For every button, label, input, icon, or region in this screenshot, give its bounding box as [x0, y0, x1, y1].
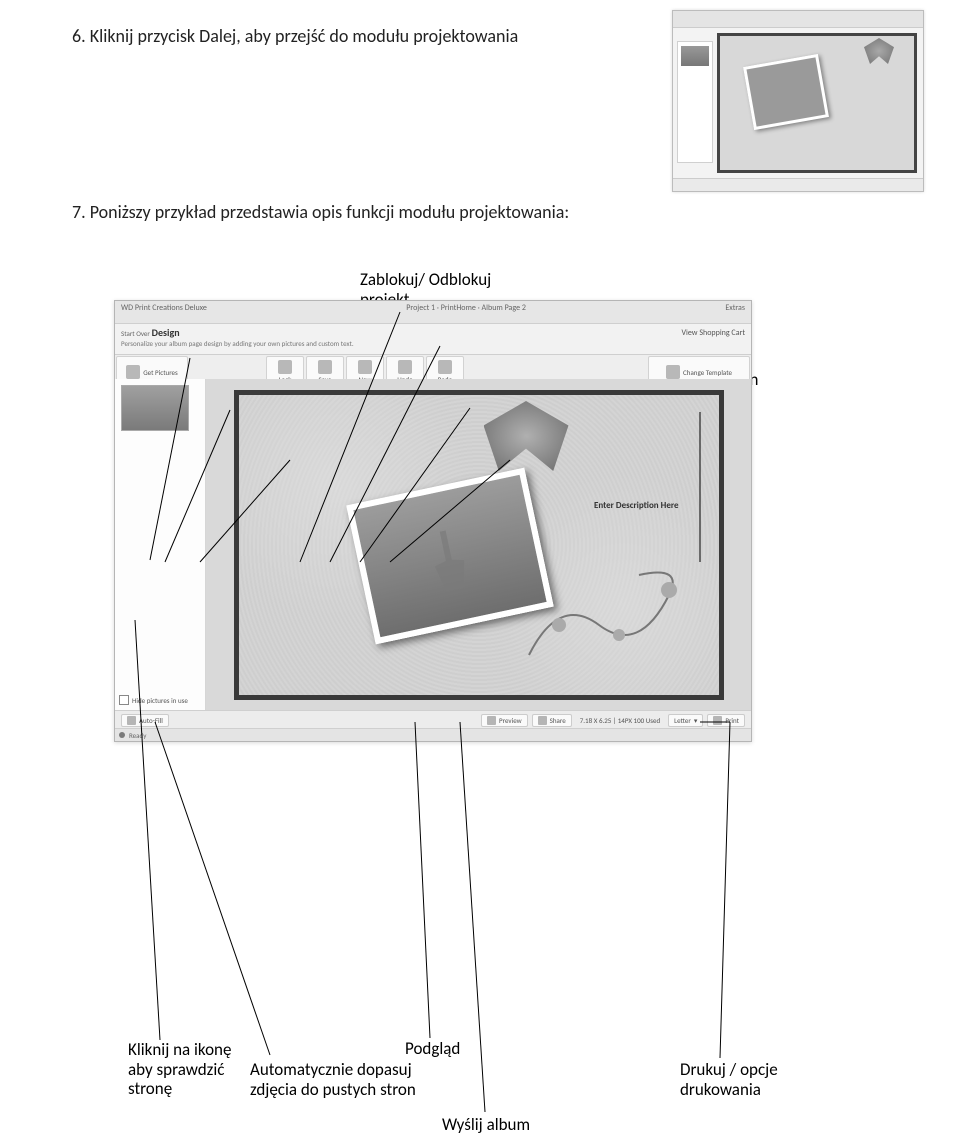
- thumbnail-canvas: [717, 33, 917, 173]
- thumbnail-window: [672, 10, 924, 192]
- share-label: Share: [550, 716, 566, 725]
- app-bottombar: Auto-Fill Preview Share 7.18 X 6.25 | 14…: [115, 710, 751, 729]
- album-page[interactable]: Enter Description Here: [234, 390, 724, 700]
- app-canvas: Enter Description Here: [206, 379, 751, 711]
- share-button[interactable]: Share: [532, 714, 572, 727]
- hide-pictures-checkbox[interactable]: Hide pictures in use: [119, 695, 188, 705]
- label-preview: Podgląd: [405, 1038, 460, 1059]
- step6-text: 6. Kliknij przycisk Dalej, aby przejść d…: [72, 24, 632, 48]
- thumbnail-bottombar: [673, 178, 923, 191]
- status-dot-icon: [119, 732, 125, 738]
- app-titlebar: WD Print Creations Deluxe Project 1 · Pr…: [115, 301, 751, 324]
- save-icon: [318, 360, 332, 374]
- lock-icon: [278, 360, 292, 374]
- redo-icon: [438, 360, 452, 374]
- app-title-left: WD Print Creations Deluxe: [121, 303, 207, 321]
- thumbnail-titlebar: [673, 11, 923, 28]
- change-template-label: Change Template: [683, 368, 732, 377]
- thumbnail-sidebar: [677, 41, 713, 163]
- status-text: Ready: [129, 731, 146, 740]
- label-click-icon: Kliknij na ikonę aby sprawdzić stronę: [128, 1040, 238, 1099]
- label-autofill: Automatycznie dopasuj zdjęcia do pustych…: [250, 1060, 460, 1099]
- undo-icon: [398, 360, 412, 374]
- chevron-down-icon: ▾: [694, 716, 698, 725]
- print-label: Print: [725, 716, 739, 725]
- preview-icon: [487, 716, 496, 725]
- pictures-icon: [126, 365, 140, 379]
- get-pictures-label: Get Pictures: [143, 368, 178, 377]
- app-subheader: Start Over Design View Shopping Cart Per…: [115, 324, 751, 355]
- design-tab[interactable]: Design: [152, 326, 180, 339]
- app-body: Hide pictures in use Enter Description H…: [115, 379, 751, 711]
- app-sidebar: Hide pictures in use: [115, 379, 206, 711]
- page-size-label: Letter: [674, 716, 691, 725]
- print-button[interactable]: Print: [707, 714, 745, 727]
- view-shopping-cart-link[interactable]: View Shopping Cart: [681, 328, 745, 338]
- label-print: Drukuj / opcje drukowania: [680, 1060, 850, 1099]
- butterfly-icon: [484, 401, 569, 471]
- album-description-text[interactable]: Enter Description Here: [594, 500, 679, 511]
- design-subtitle: Personalize your album page design by ad…: [121, 339, 745, 348]
- thumbnail-side-image: [681, 46, 709, 66]
- thumbnail-butterfly-icon: [864, 38, 894, 64]
- template-icon: [666, 365, 680, 379]
- sidebar-thumbnail[interactable]: [121, 385, 189, 431]
- autofill-label: Auto-Fill: [139, 716, 163, 725]
- app-title-right: Extras: [725, 303, 745, 321]
- print-icon: [713, 716, 722, 725]
- new-icon: [358, 360, 372, 374]
- step7-text: 7. Poniższy przykład przedstawia opis fu…: [72, 200, 772, 224]
- share-icon: [538, 716, 547, 725]
- checkbox-icon: [119, 695, 129, 705]
- swirl-decoration: [519, 535, 699, 675]
- preview-button[interactable]: Preview: [481, 714, 528, 727]
- hide-pictures-label: Hide pictures in use: [132, 696, 188, 705]
- thumbnail-photo: [743, 54, 829, 130]
- preview-label: Preview: [499, 716, 522, 725]
- app-window: WD Print Creations Deluxe Project 1 · Pr…: [114, 300, 752, 742]
- autofill-icon: [127, 716, 136, 725]
- app-statusbar: Ready: [115, 728, 751, 741]
- start-over-link[interactable]: Start Over: [121, 329, 150, 338]
- size-text: 7.18 X 6.25 | 14PX 100 Used: [580, 716, 660, 725]
- autofill-button[interactable]: Auto-Fill: [121, 714, 169, 727]
- page-size-dropdown[interactable]: Letter ▾: [668, 714, 703, 727]
- label-send-album: Wyślij album: [442, 1114, 530, 1135]
- page: 6. Kliknij przycisk Dalej, aby przejść d…: [0, 0, 960, 1142]
- app-title-center: Project 1 · PrintHome · Album Page 2: [406, 303, 526, 321]
